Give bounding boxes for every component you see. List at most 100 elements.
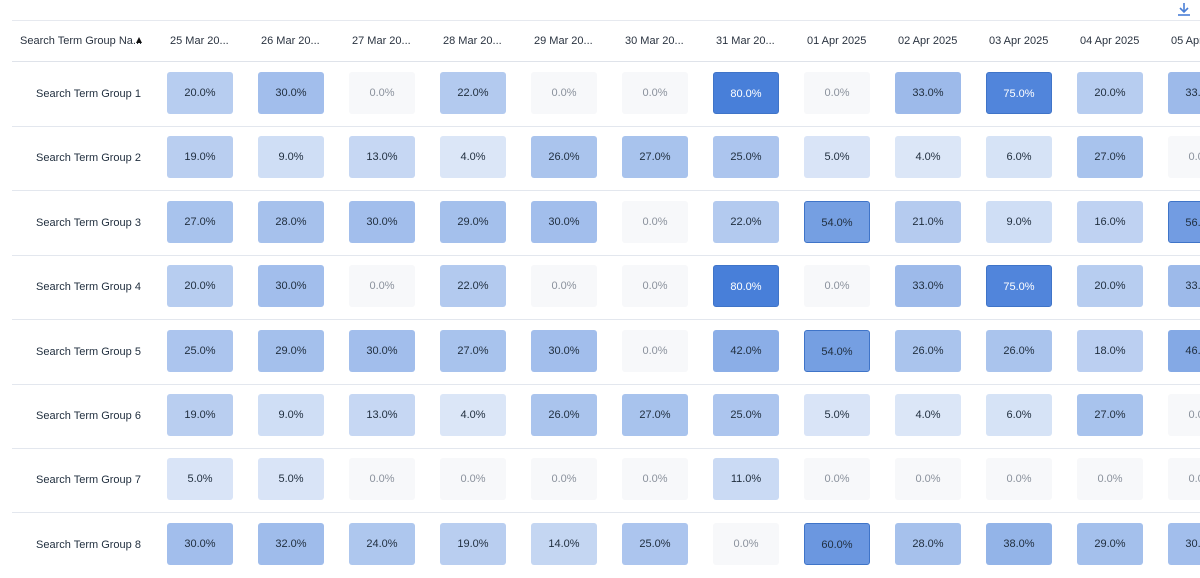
heatmap-cell[interactable]: 6.0% — [986, 394, 1052, 436]
heatmap-cell[interactable]: 0.0% — [804, 72, 870, 114]
heatmap-cell[interactable]: 4.0% — [895, 394, 961, 436]
heatmap-cell[interactable]: 25.0% — [713, 394, 779, 436]
heatmap-cell[interactable]: 30.0% — [531, 200, 597, 243]
heatmap-cell[interactable]: 54.0% — [804, 200, 870, 243]
heatmap-cell[interactable]: 26.0% — [895, 329, 961, 372]
heatmap-cell[interactable]: 75.0% — [986, 72, 1052, 114]
heatmap-cell[interactable]: 0.0% — [804, 458, 870, 501]
heatmap-cell[interactable]: 22.0% — [713, 200, 779, 243]
heatmap-cell[interactable]: 0.0% — [895, 458, 961, 501]
heatmap-cell[interactable]: 27.0% — [622, 394, 688, 436]
heatmap-cell[interactable]: 0.0% — [622, 265, 688, 308]
heatmap-cell[interactable]: 27.0% — [1077, 136, 1143, 179]
heatmap-cell[interactable]: 29.0% — [258, 329, 324, 372]
heatmap-cell[interactable]: 0.0% — [1168, 136, 1200, 179]
heatmap-cell[interactable]: 0.0% — [713, 522, 779, 565]
column-header[interactable]: 04 Apr 2025 — [1080, 35, 1140, 47]
heatmap-cell[interactable]: 0.0% — [531, 265, 597, 308]
column-header[interactable]: 27 Mar 20... — [352, 35, 411, 47]
heatmap-cell[interactable]: 20.0% — [167, 72, 233, 114]
heatmap-cell[interactable]: 22.0% — [440, 265, 506, 308]
heatmap-cell[interactable]: 4.0% — [895, 136, 961, 179]
heatmap-cell[interactable]: 27.0% — [167, 200, 233, 243]
heatmap-cell[interactable]: 0.0% — [531, 72, 597, 114]
heatmap-cell[interactable]: 33.0% — [1168, 265, 1200, 308]
heatmap-cell[interactable]: 11.0% — [713, 458, 779, 501]
heatmap-cell[interactable]: 0.0% — [622, 72, 688, 114]
heatmap-cell[interactable]: 75.0% — [986, 265, 1052, 308]
heatmap-cell[interactable]: 5.0% — [804, 394, 870, 436]
heatmap-cell[interactable]: 0.0% — [622, 458, 688, 501]
heatmap-cell[interactable]: 80.0% — [713, 72, 779, 114]
heatmap-cell[interactable]: 30.0% — [349, 329, 415, 372]
heatmap-cell[interactable]: 42.0% — [713, 329, 779, 372]
heatmap-cell[interactable]: 4.0% — [440, 136, 506, 179]
heatmap-cell[interactable]: 33.0% — [1168, 72, 1200, 114]
column-header[interactable]: 02 Apr 2025 — [898, 35, 958, 47]
heatmap-cell[interactable]: 26.0% — [986, 329, 1052, 372]
heatmap-cell[interactable]: 18.0% — [1077, 329, 1143, 372]
heatmap-cell[interactable]: 9.0% — [258, 136, 324, 179]
heatmap-cell[interactable]: 9.0% — [258, 394, 324, 436]
heatmap-cell[interactable]: 0.0% — [349, 72, 415, 114]
heatmap-cell[interactable]: 30.0% — [258, 265, 324, 308]
heatmap-cell[interactable]: 28.0% — [258, 200, 324, 243]
heatmap-cell[interactable]: 30.0% — [167, 522, 233, 565]
heatmap-cell[interactable]: 25.0% — [622, 522, 688, 565]
heatmap-cell[interactable]: 4.0% — [440, 394, 506, 436]
heatmap-cell[interactable]: 20.0% — [167, 265, 233, 308]
column-header[interactable]: 28 Mar 20... — [443, 35, 502, 47]
heatmap-cell[interactable]: 20.0% — [1077, 265, 1143, 308]
heatmap-cell[interactable]: 30.0% — [258, 72, 324, 114]
heatmap-cell[interactable]: 19.0% — [167, 136, 233, 179]
heatmap-cell[interactable]: 25.0% — [167, 329, 233, 372]
heatmap-cell[interactable]: 0.0% — [531, 458, 597, 501]
heatmap-cell[interactable]: 27.0% — [440, 329, 506, 372]
heatmap-cell[interactable]: 16.0% — [1077, 200, 1143, 243]
heatmap-cell[interactable]: 25.0% — [713, 136, 779, 179]
heatmap-cell[interactable]: 0.0% — [1077, 458, 1143, 501]
heatmap-cell[interactable]: 46.0% — [1168, 329, 1200, 372]
column-header[interactable]: 03 Apr 2025 — [989, 35, 1049, 47]
heatmap-cell[interactable]: 21.0% — [895, 200, 961, 243]
heatmap-cell[interactable]: 13.0% — [349, 394, 415, 436]
heatmap-cell[interactable]: 60.0% — [804, 522, 870, 565]
heatmap-cell[interactable]: 0.0% — [1168, 394, 1200, 436]
heatmap-cell[interactable]: 0.0% — [349, 458, 415, 501]
heatmap-cell[interactable]: 0.0% — [1168, 458, 1200, 501]
heatmap-cell[interactable]: 26.0% — [531, 394, 597, 436]
heatmap-cell[interactable]: 27.0% — [1077, 394, 1143, 436]
heatmap-cell[interactable]: 6.0% — [986, 136, 1052, 179]
column-header[interactable]: 29 Mar 20... — [534, 35, 593, 47]
column-header[interactable]: 05 Apr — [1171, 35, 1200, 47]
heatmap-cell[interactable]: 0.0% — [349, 265, 415, 308]
heatmap-cell[interactable]: 0.0% — [986, 458, 1052, 501]
heatmap-cell[interactable]: 14.0% — [531, 522, 597, 565]
sort-ascending-icon[interactable] — [136, 37, 142, 43]
heatmap-cell[interactable]: 33.0% — [895, 265, 961, 308]
heatmap-cell[interactable]: 30.0% — [1168, 522, 1200, 565]
heatmap-cell[interactable]: 28.0% — [895, 522, 961, 565]
column-header[interactable]: 31 Mar 20... — [716, 35, 775, 47]
heatmap-cell[interactable]: 29.0% — [1077, 522, 1143, 565]
heatmap-cell[interactable]: 19.0% — [167, 394, 233, 436]
heatmap-cell[interactable]: 0.0% — [804, 265, 870, 308]
heatmap-cell[interactable]: 54.0% — [804, 329, 870, 372]
heatmap-cell[interactable]: 56.0% — [1168, 200, 1200, 243]
heatmap-cell[interactable]: 5.0% — [167, 458, 233, 501]
heatmap-cell[interactable]: 27.0% — [622, 136, 688, 179]
heatmap-cell[interactable]: 19.0% — [440, 522, 506, 565]
column-header[interactable]: 25 Mar 20... — [170, 35, 229, 47]
heatmap-cell[interactable]: 24.0% — [349, 522, 415, 565]
heatmap-cell[interactable]: 5.0% — [258, 458, 324, 501]
heatmap-cell[interactable]: 13.0% — [349, 136, 415, 179]
heatmap-cell[interactable]: 80.0% — [713, 265, 779, 308]
column-header[interactable]: 26 Mar 20... — [261, 35, 320, 47]
heatmap-cell[interactable]: 29.0% — [440, 200, 506, 243]
heatmap-cell[interactable]: 5.0% — [804, 136, 870, 179]
heatmap-cell[interactable]: 30.0% — [349, 200, 415, 243]
heatmap-cell[interactable]: 26.0% — [531, 136, 597, 179]
heatmap-cell[interactable]: 32.0% — [258, 522, 324, 565]
download-icon[interactable] — [1176, 2, 1192, 16]
heatmap-cell[interactable]: 30.0% — [531, 329, 597, 372]
